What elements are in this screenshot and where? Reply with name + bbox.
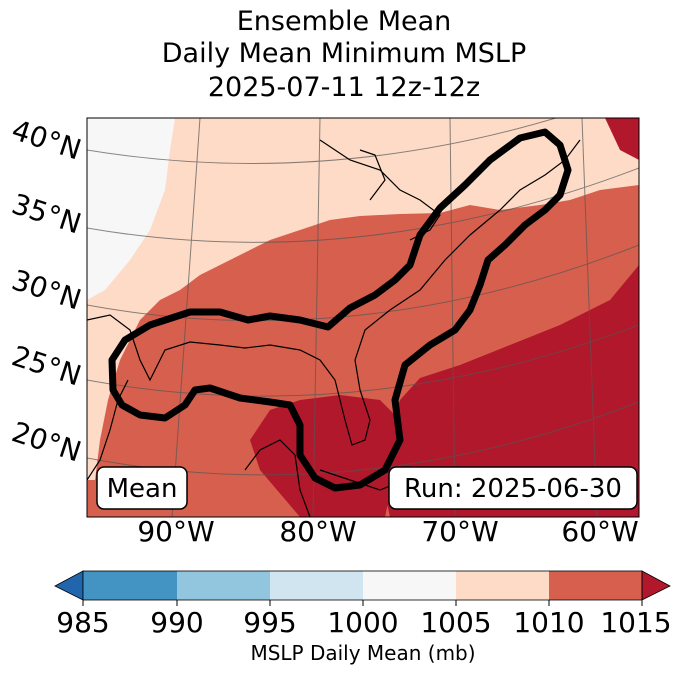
mean-box-label: Mean [107,474,178,504]
colorbar-tick-1015: 1015 [600,606,672,639]
title-line-3: 2025-07-11 12z-12z [207,72,481,103]
colorbar-extend-low [54,570,84,601]
colorbar-extend-high [641,570,671,601]
latitude-labels: 40°N 35°N 30°N 25°N 20°N [8,113,85,468]
run-box-label: Run: 2025-06-30 [404,474,622,504]
lat-label-35: 35°N [8,187,85,240]
colorbar-tick-1000: 1000 [327,606,399,639]
lon-label-60: 60°W [561,515,638,548]
colorbar-bin-1010 [549,571,642,600]
colorbar-tick-985: 985 [56,606,110,639]
colorbar-bin-995 [270,571,363,600]
mean-box [96,466,188,510]
lat-label-20: 20°N [8,415,85,468]
lon-label-90: 90°W [137,515,214,548]
colorbar-bin-1005 [456,571,549,600]
lon-label-80: 80°W [279,515,356,548]
region-1010-1015 [380,265,639,517]
colorbar-label: MSLP Daily Mean (mb) [250,641,476,665]
region-1010-1015-ne [605,118,639,160]
ensemble-outline-contour [108,128,572,492]
graticule [87,118,639,517]
run-box [388,466,638,510]
colorbar [54,570,671,606]
colorbar-tick-990: 990 [150,606,204,639]
colorbar-bin-1000 [363,571,456,600]
colorbar-tick-1005: 1005 [420,606,492,639]
lat-label-25: 25°N [8,339,85,392]
title-line-2: Daily Mean Minimum MSLP [161,38,527,69]
colorbar-tick-1010: 1010 [513,606,585,639]
map-frame [86,117,640,518]
longitude-labels: 90°W 80°W 70°W 60°W [137,515,638,548]
colorbar-bin-990 [177,571,270,600]
colorbar-tick-995: 995 [243,606,297,639]
map-fill-layer [87,118,639,517]
region-995-1000 [87,118,175,300]
colorbar-bin-985 [83,571,177,600]
lon-label-70: 70°W [421,515,498,548]
title-line-1: Ensemble Mean [236,6,452,37]
lat-label-30: 30°N [8,263,85,316]
lat-label-40: 40°N [8,113,85,166]
